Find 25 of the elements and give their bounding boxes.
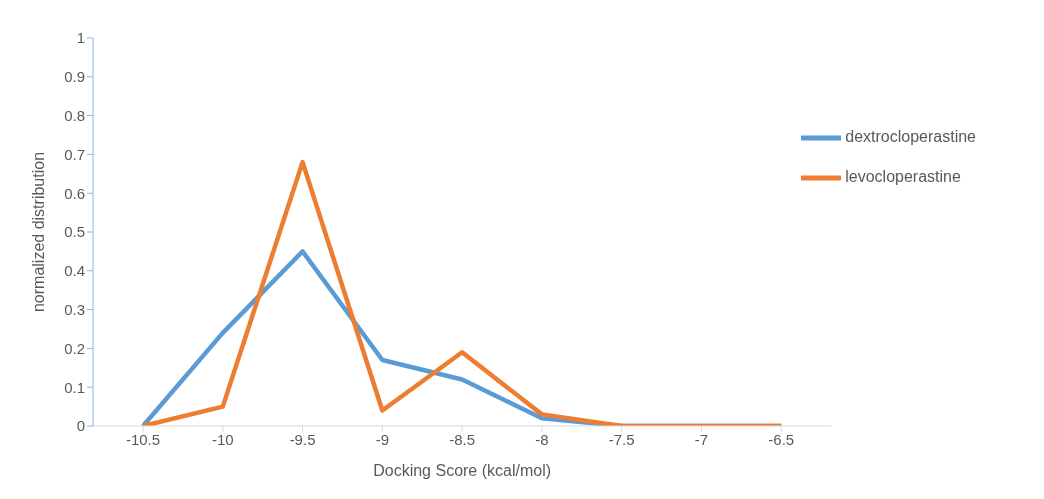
y-tick-label: 0.9 [64, 68, 85, 86]
y-tick-label: 0.7 [64, 145, 85, 163]
x-tick-label: -7 [694, 430, 709, 448]
y-axis-title: normalized distribution [29, 151, 47, 313]
y-tick-label: 0.8 [64, 106, 85, 124]
x-tick-label: -8 [535, 430, 549, 448]
x-tick-label: -10 [211, 430, 234, 448]
y-tick-label: 0.5 [64, 223, 85, 241]
y-tick-label: 0.3 [64, 300, 85, 318]
y-tick-label: 0.1 [64, 378, 85, 396]
x-tick-label: -9.5 [289, 430, 316, 448]
y-tick-label: 0.4 [64, 262, 85, 280]
x-tick-label: -8.5 [449, 430, 476, 448]
line-series [140, 159, 784, 426]
x-axis-title: Docking Score (kcal/mol) [373, 462, 552, 479]
x-tick-label: -9 [375, 430, 390, 448]
y-tick-label: 0 [76, 417, 85, 435]
x-tick-label: -7.5 [608, 430, 635, 448]
y-tick-label: 0.6 [64, 184, 85, 202]
x-tick-label: -10.5 [125, 430, 161, 448]
legend-label: levocloperastine [845, 168, 961, 186]
legend-label: dextrocloperastine [845, 128, 976, 146]
y-tick-label: 0.2 [64, 339, 85, 357]
y-tick-label: 1 [76, 29, 85, 47]
x-tick-label: -6.5 [768, 430, 795, 448]
